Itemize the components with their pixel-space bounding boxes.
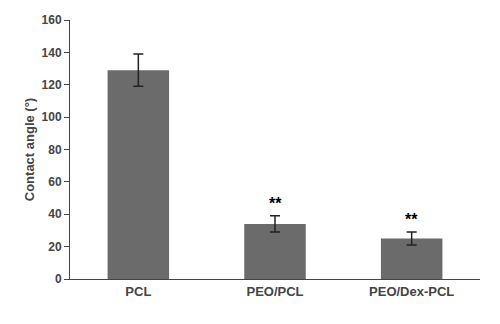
svg-text:160: 160 <box>42 13 62 27</box>
svg-text:Contact angle (°): Contact angle (°) <box>22 98 37 201</box>
svg-text:PCL: PCL <box>125 284 151 299</box>
svg-text:120: 120 <box>42 78 62 92</box>
svg-text:0: 0 <box>55 272 62 286</box>
svg-text:20: 20 <box>48 240 62 254</box>
svg-text:60: 60 <box>48 175 62 189</box>
svg-text:140: 140 <box>42 46 62 60</box>
svg-text:**: ** <box>269 195 282 212</box>
svg-text:PEO/PCL: PEO/PCL <box>246 284 303 299</box>
svg-text:80: 80 <box>48 143 62 157</box>
svg-text:100: 100 <box>42 110 62 124</box>
svg-text:**: ** <box>405 211 418 228</box>
svg-text:PEO/Dex-PCL: PEO/Dex-PCL <box>369 284 454 299</box>
svg-text:40: 40 <box>48 207 62 221</box>
